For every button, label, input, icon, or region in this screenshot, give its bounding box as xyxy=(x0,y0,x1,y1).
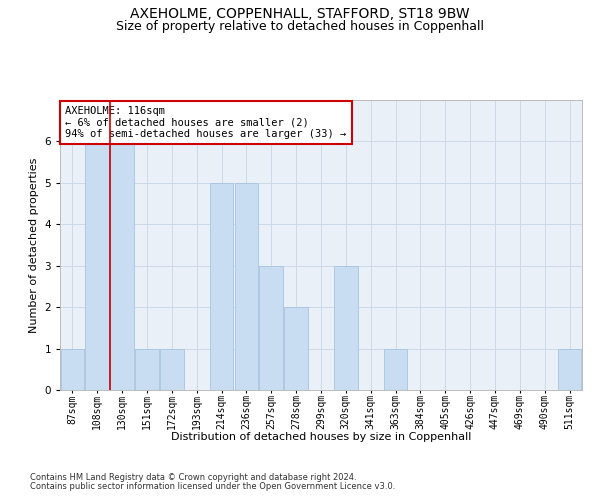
Bar xyxy=(85,142,109,390)
Text: AXEHOLME: 116sqm
← 6% of detached houses are smaller (2)
94% of semi-detached ho: AXEHOLME: 116sqm ← 6% of detached houses… xyxy=(65,106,346,139)
Bar xyxy=(558,348,581,390)
Text: Distribution of detached houses by size in Coppenhall: Distribution of detached houses by size … xyxy=(171,432,471,442)
Y-axis label: Number of detached properties: Number of detached properties xyxy=(29,158,39,332)
Bar xyxy=(135,348,159,390)
Bar xyxy=(110,142,134,390)
Bar xyxy=(61,348,84,390)
Bar xyxy=(210,183,233,390)
Text: Contains public sector information licensed under the Open Government Licence v3: Contains public sector information licen… xyxy=(30,482,395,491)
Bar xyxy=(259,266,283,390)
Bar xyxy=(235,183,258,390)
Bar xyxy=(160,348,184,390)
Bar xyxy=(284,307,308,390)
Text: AXEHOLME, COPPENHALL, STAFFORD, ST18 9BW: AXEHOLME, COPPENHALL, STAFFORD, ST18 9BW xyxy=(130,8,470,22)
Text: Contains HM Land Registry data © Crown copyright and database right 2024.: Contains HM Land Registry data © Crown c… xyxy=(30,472,356,482)
Text: Size of property relative to detached houses in Coppenhall: Size of property relative to detached ho… xyxy=(116,20,484,33)
Bar xyxy=(384,348,407,390)
Bar xyxy=(334,266,358,390)
